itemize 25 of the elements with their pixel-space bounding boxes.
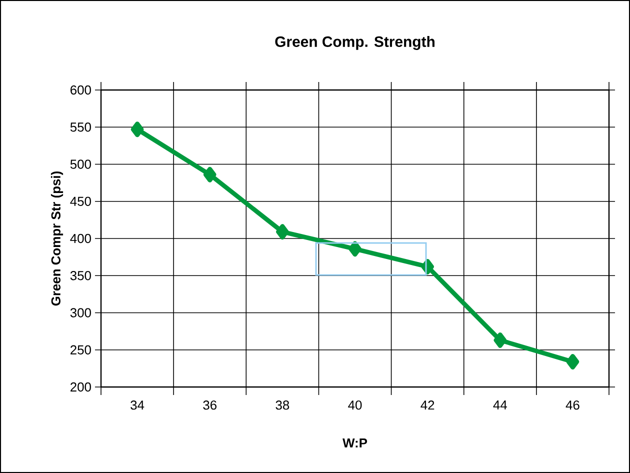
y-tick-label: 350 [70,271,91,280]
y-tick-label: 450 [70,196,91,206]
x-tick-label: 34 [130,400,144,410]
x-tick-label: 36 [203,400,217,410]
y-tick-label: 250 [70,345,91,354]
x-tick-label: 40 [348,400,362,410]
y-tick-label: 550 [70,122,91,132]
y-tick-label: 600 [70,85,91,95]
point [348,241,362,257]
point [276,224,289,240]
x-tick-label: 38 [276,400,290,410]
y-tick-label: 400 [70,234,91,244]
point [130,122,144,138]
chart-title: Green Comp. Strength [275,36,434,50]
point [566,354,580,370]
x-tick-label: 46 [566,400,580,410]
y-tick-label: 300 [70,308,91,318]
point [203,166,216,182]
y-tick-label: 500 [70,160,91,169]
x-axis-title: W:P [342,438,368,448]
y-axis-title: Green Compr Str (psi) [50,171,64,306]
y-tick-label: 200 [70,382,91,392]
x-tick-label: 42 [420,400,434,410]
x-tick-label: 44 [493,400,507,410]
point [494,332,507,348]
